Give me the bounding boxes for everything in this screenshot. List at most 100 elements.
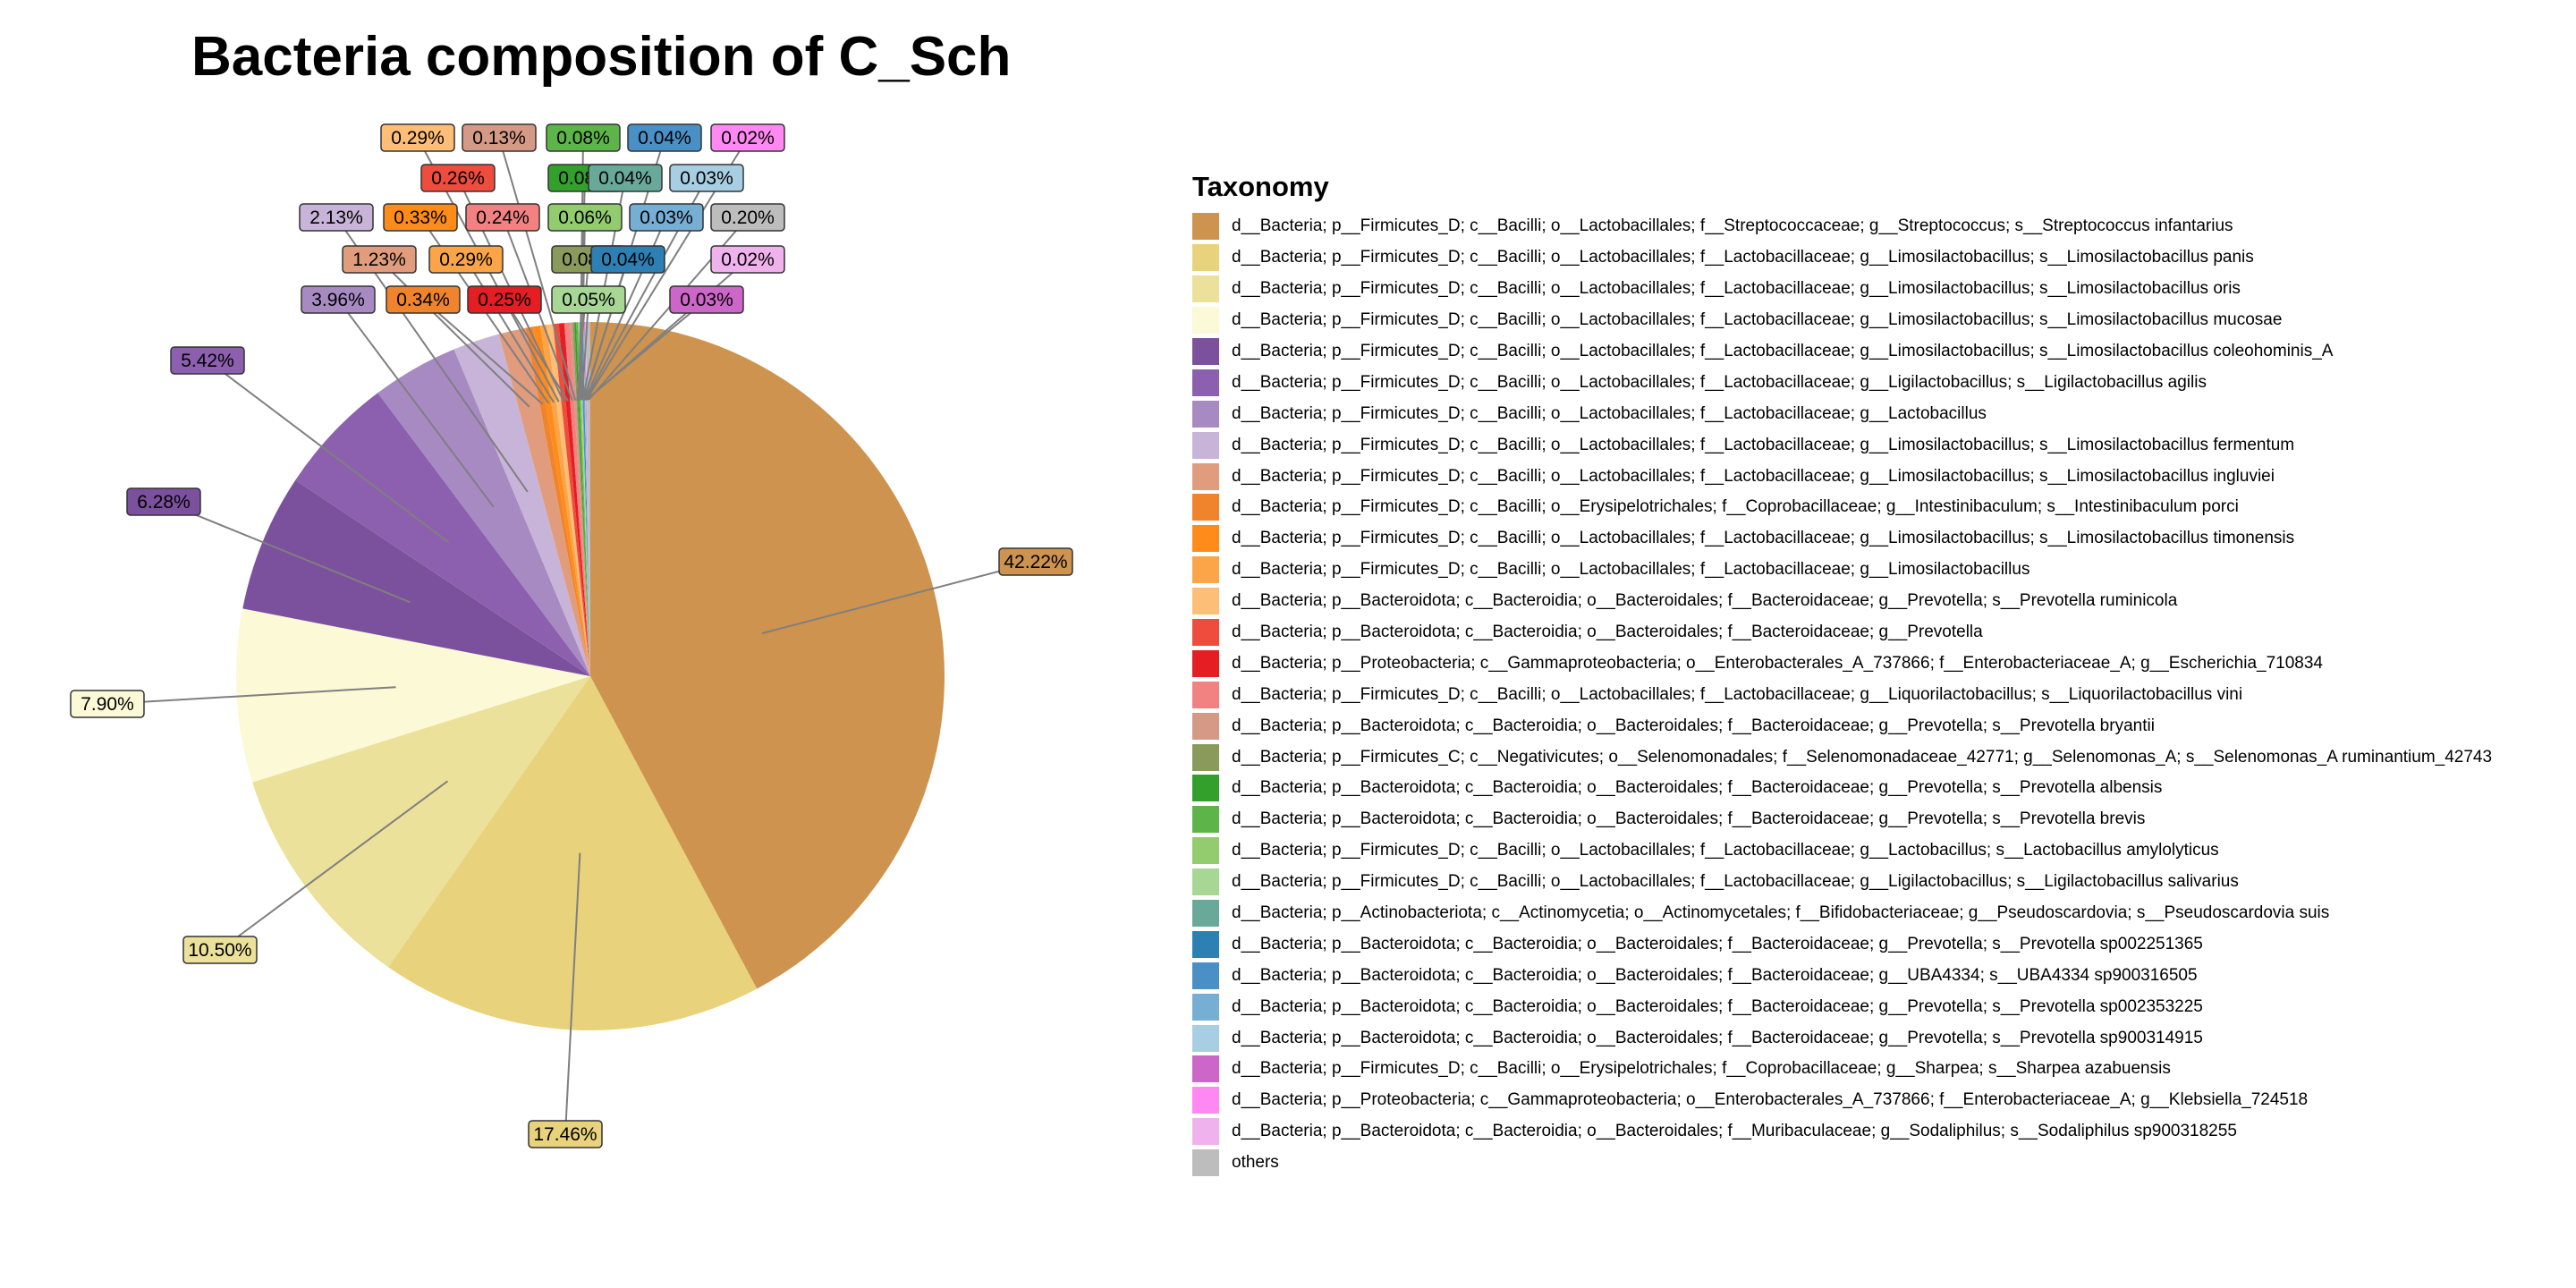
pie-slice bbox=[564, 322, 590, 676]
legend-list: d__Bacteria; p__Firmicutes_D; c__Bacilli… bbox=[1192, 211, 2492, 1179]
percentage-label-box bbox=[547, 203, 623, 232]
pie-slice bbox=[583, 322, 590, 676]
legend-label: d__Bacteria; p__Firmicutes_D; c__Bacilli… bbox=[1232, 841, 2219, 860]
legend-swatch bbox=[1192, 1055, 1219, 1083]
percentage-label: 0.29% bbox=[380, 123, 455, 152]
percentage-label: 0.26% bbox=[420, 164, 496, 192]
pie-slice bbox=[584, 322, 590, 676]
leader-line bbox=[586, 258, 749, 401]
percentage-label-box bbox=[590, 245, 665, 274]
percentage-label-box bbox=[710, 203, 785, 232]
pie-slice bbox=[377, 349, 590, 676]
percentage-label: 0.24% bbox=[465, 203, 540, 232]
legend-swatch bbox=[1192, 307, 1219, 335]
pie-slice bbox=[579, 322, 590, 676]
pie-slices bbox=[236, 321, 945, 1030]
legend-label: d__Bacteria; p__Firmicutes_D; c__Bacilli… bbox=[1232, 684, 2243, 704]
pie-slice bbox=[572, 322, 590, 676]
leader-line bbox=[504, 299, 569, 402]
percentage-label-box bbox=[546, 123, 621, 152]
legend-swatch bbox=[1192, 1024, 1219, 1052]
legend-swatch bbox=[1192, 556, 1219, 584]
percentage-label-text: 17.46% bbox=[533, 1124, 597, 1145]
pie-slice bbox=[498, 327, 590, 676]
legend-item: d__Bacteria; p__Firmicutes_D; c__Bacilli… bbox=[1192, 835, 2492, 867]
percentage-label-text: 0.24% bbox=[476, 208, 530, 228]
percentage-label-box bbox=[627, 123, 702, 152]
legend-item: d__Bacteria; p__Proteobacteria; c__Gamma… bbox=[1192, 648, 2492, 679]
percentage-label-box bbox=[386, 285, 461, 314]
percentage-label-box bbox=[420, 164, 496, 192]
legend-label: d__Bacteria; p__Bacteroidota; c__Bactero… bbox=[1232, 809, 2146, 829]
percentage-label-box bbox=[465, 203, 540, 232]
legend-item: d__Bacteria; p__Firmicutes_D; c__Bacilli… bbox=[1192, 492, 2492, 523]
percentage-label: 7.90% bbox=[70, 690, 145, 718]
legend-item: d__Bacteria; p__Firmicutes_D; c__Bacilli… bbox=[1192, 242, 2492, 274]
legend: Taxonomy d__Bacteria; p__Firmicutes_D; c… bbox=[1192, 170, 2492, 1179]
pie-slice bbox=[581, 322, 590, 676]
legend-swatch bbox=[1192, 962, 1219, 989]
percentage-label-box bbox=[170, 346, 245, 375]
percentage-label-text: 6.28% bbox=[137, 492, 191, 513]
percentage-label: 10.50% bbox=[182, 936, 258, 964]
legend-swatch bbox=[1192, 244, 1219, 272]
legend-item: d__Bacteria; p__Firmicutes_D; c__Bacilli… bbox=[1192, 679, 2492, 710]
legend-swatch bbox=[1192, 869, 1219, 896]
legend-item: d__Bacteria; p__Bacteroidota; c__Bactero… bbox=[1192, 773, 2492, 804]
legend-item: d__Bacteria; p__Firmicutes_D; c__Bacilli… bbox=[1192, 367, 2492, 398]
percentage-label: 0.04% bbox=[627, 123, 702, 152]
legend-label: d__Bacteria; p__Firmicutes_D; c__Bacilli… bbox=[1232, 1059, 2171, 1079]
percentage-label: 0.34% bbox=[386, 285, 461, 314]
legend-title: Taxonomy bbox=[1192, 171, 1329, 202]
percentage-label-text: 3.96% bbox=[311, 290, 365, 310]
percentage-label-box bbox=[551, 285, 626, 314]
percentage-label-text: 0.06% bbox=[558, 208, 612, 228]
pie-slice bbox=[585, 322, 590, 676]
pie-slice bbox=[574, 322, 590, 676]
percentage-label: 0.20% bbox=[710, 203, 785, 232]
legend-label: d__Bacteria; p__Firmicutes_D; c__Bacilli… bbox=[1232, 529, 2295, 548]
legend-item: d__Bacteria; p__Bacteroidota; c__Bactero… bbox=[1192, 1022, 2492, 1054]
leader-line bbox=[422, 299, 544, 405]
percentage-label-box bbox=[629, 203, 704, 232]
pie-slice bbox=[580, 322, 590, 676]
pie-slice bbox=[576, 322, 590, 676]
percentage-label-text: 42.22% bbox=[1004, 552, 1067, 572]
legend-item: d__Bacteria; p__Firmicutes_D; c__Bacilli… bbox=[1192, 336, 2492, 368]
leader-line bbox=[465, 258, 555, 403]
pie-slice bbox=[547, 324, 590, 676]
legend-swatch bbox=[1192, 930, 1219, 958]
legend-label: d__Bacteria; p__Proteobacteria; c__Gamma… bbox=[1232, 1090, 2309, 1110]
percentage-label-box bbox=[467, 285, 542, 314]
percentage-label: 42.22% bbox=[998, 547, 1073, 576]
percentage-label-box bbox=[299, 203, 374, 232]
percentage-label-text: 0.02% bbox=[721, 250, 775, 270]
percentage-label-box bbox=[380, 123, 455, 152]
percentage-label-box bbox=[588, 164, 663, 192]
legend-item: d__Bacteria; p__Bacteroidota; c__Bactero… bbox=[1192, 710, 2492, 741]
leader-line bbox=[498, 137, 577, 401]
legend-swatch bbox=[1192, 400, 1219, 428]
percentage-label-text: 5.42% bbox=[181, 351, 234, 371]
percentage-label: 0.29% bbox=[428, 245, 504, 274]
percentage-label-text: 0.03% bbox=[640, 208, 693, 228]
percentage-label: 0.04% bbox=[590, 245, 665, 274]
leader-line bbox=[761, 561, 1037, 634]
pie-slice bbox=[295, 393, 590, 676]
legend-label: d__Bacteria; p__Bacteroidota; c__Bactero… bbox=[1232, 716, 2155, 735]
legend-swatch bbox=[1192, 431, 1219, 459]
percentage-label: 0.03% bbox=[669, 285, 744, 314]
percentage-label-text: 0.33% bbox=[394, 208, 447, 228]
legend-item: others bbox=[1192, 1148, 2492, 1179]
percentage-label: 0.13% bbox=[462, 123, 537, 152]
chart-title: Bacteria composition of C_Sch bbox=[191, 26, 1012, 88]
leader-line bbox=[219, 780, 449, 951]
legend-label: d__Bacteria; p__Bacteroidota; c__Bactero… bbox=[1232, 965, 2198, 985]
percentage-label-text: 0.29% bbox=[439, 250, 493, 270]
leader-line bbox=[378, 258, 530, 408]
percentage-label-text: 7.90% bbox=[80, 694, 134, 715]
percentage-label-text: 0.26% bbox=[431, 168, 485, 189]
percentage-label-box bbox=[669, 164, 744, 192]
legend-swatch bbox=[1192, 743, 1219, 771]
percentage-label: 0.02% bbox=[710, 245, 785, 274]
